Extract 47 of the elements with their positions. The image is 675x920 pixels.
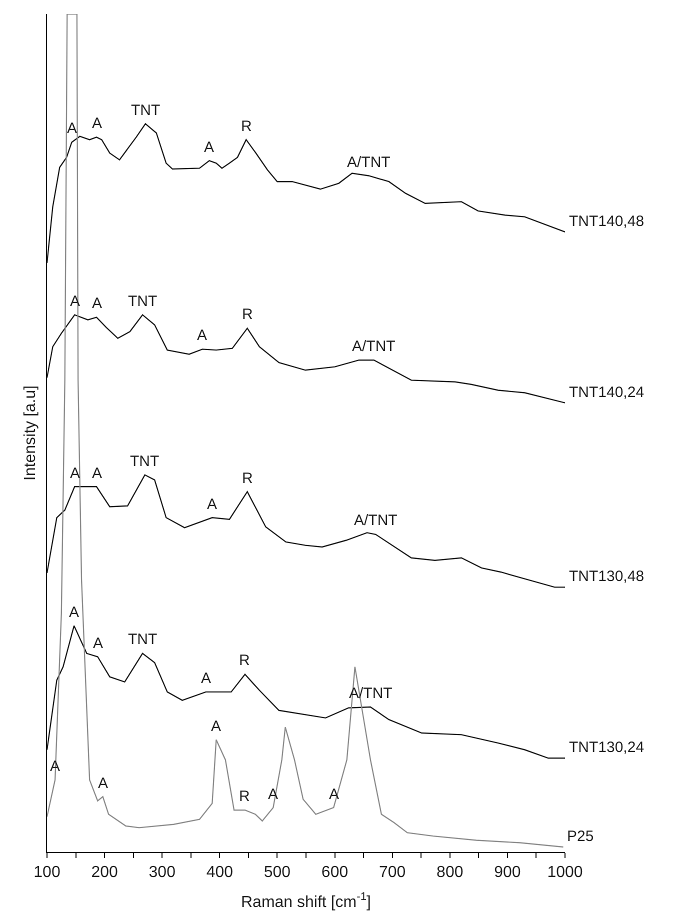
annotation: A xyxy=(69,604,80,621)
annotation: A xyxy=(201,670,212,687)
annotation: A xyxy=(70,293,80,310)
annotation: R xyxy=(242,306,253,323)
x-tick-label: 200 xyxy=(91,864,118,882)
annotation: A xyxy=(98,775,108,792)
annotation: TNT xyxy=(130,453,160,470)
annotation: A/TNT xyxy=(349,685,392,702)
annotation: A xyxy=(93,635,104,652)
x-tick-label: 600 xyxy=(321,864,348,882)
annotation: TNT xyxy=(128,631,158,648)
x-tick-label: 1000 xyxy=(547,864,583,882)
series-label: TNT130,24 xyxy=(569,739,644,756)
annotation: A/TNT xyxy=(347,154,390,171)
x-axis-title: Raman shift [cm$^{-1}$] xyxy=(241,891,371,911)
series-label: TNT140,24 xyxy=(569,384,644,401)
annotation: A xyxy=(92,465,102,482)
series-label: TNT140,48 xyxy=(569,213,644,230)
annotation: A/TNT xyxy=(354,512,398,529)
annotation: TNT xyxy=(131,102,160,119)
annotation: A xyxy=(50,758,60,775)
annotation: A xyxy=(268,786,278,803)
annotation: R xyxy=(239,652,250,669)
x-tick-label: 700 xyxy=(378,864,406,882)
annotation: A xyxy=(329,786,340,803)
annotation: A xyxy=(211,718,222,735)
annotation: A xyxy=(92,115,102,132)
x-tick-label: 900 xyxy=(494,864,521,882)
y-axis-title: Intensity [a.u] xyxy=(22,385,39,481)
annotation: A xyxy=(204,139,214,156)
annotation: A xyxy=(70,465,80,482)
annotation: TNT xyxy=(128,293,158,310)
x-tick-label: 800 xyxy=(436,864,464,882)
annotation: A xyxy=(197,327,208,344)
annotation: A xyxy=(67,120,78,137)
annotation: A xyxy=(207,496,218,513)
x-tick-label: 100 xyxy=(34,864,60,882)
annotation: R xyxy=(241,118,252,135)
x-tick-label: 300 xyxy=(148,864,176,882)
annotation: A/TNT xyxy=(352,338,396,355)
x-tick-label: 400 xyxy=(206,864,234,882)
x-tick-label: 500 xyxy=(264,864,291,882)
annotation: R xyxy=(242,470,253,487)
annotation: A xyxy=(92,295,102,312)
series-label: TNT130,48 xyxy=(569,568,644,585)
annotation: R xyxy=(239,788,250,805)
series-label: P25 xyxy=(567,828,594,845)
